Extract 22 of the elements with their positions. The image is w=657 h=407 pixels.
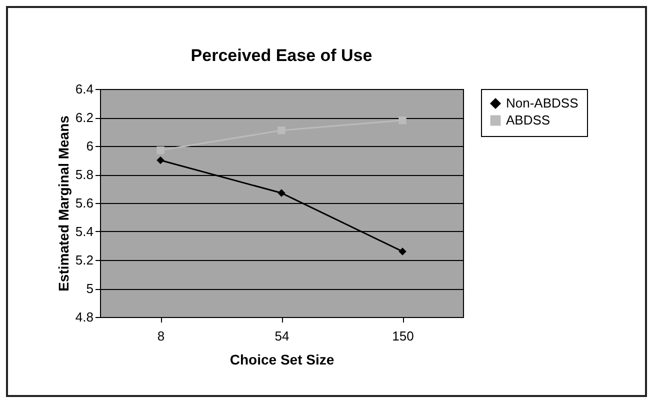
y-tick-label: 5.2	[75, 252, 94, 268]
y-tick-label: 6.2	[75, 110, 94, 125]
legend-label: Non-ABDSS	[506, 96, 579, 110]
point	[156, 146, 164, 154]
y-axis-title: Estimated Marginal Means	[55, 115, 72, 292]
x-tick-label: 54	[274, 328, 290, 344]
y-tick-label: 5	[86, 281, 94, 296]
point	[156, 156, 164, 164]
y-tick-label: 5.6	[75, 196, 94, 210]
y-tick-label: 5.8	[75, 167, 94, 182]
x-tick-label: 150	[392, 328, 414, 344]
point	[278, 189, 286, 197]
y-tick-label: 6	[86, 138, 94, 154]
point	[398, 116, 406, 124]
y-tick-label: 5.4	[75, 224, 94, 239]
chart-title: Perceived Ease of Use	[190, 46, 372, 65]
x-tick-label: 8	[157, 328, 165, 344]
y-tick-label: 6.4	[75, 82, 94, 96]
y-tick-label: 4.8	[75, 310, 94, 324]
x-axis-title: Choice Set Size	[230, 352, 334, 368]
point	[398, 248, 406, 256]
legend-label: ABDSS	[506, 112, 550, 128]
